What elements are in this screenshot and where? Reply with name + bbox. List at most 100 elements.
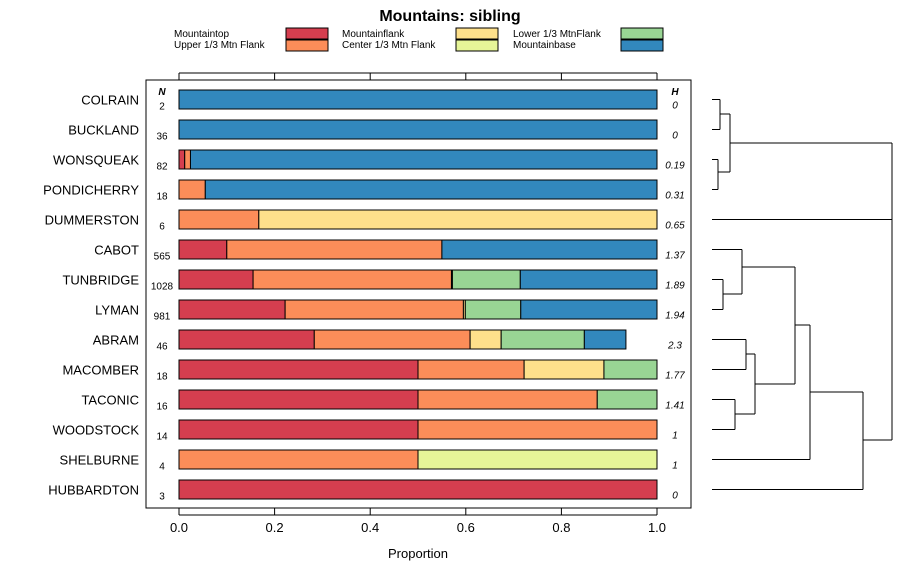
legend-swatch-upper-1-3-mtn-flank xyxy=(285,39,329,52)
n-value-abram: 46 xyxy=(156,342,168,353)
row-label-abram: ABRAM xyxy=(93,333,139,348)
h-column-header: H xyxy=(671,87,679,98)
h-value-abram: 2.3 xyxy=(667,341,682,352)
tick-label-0-2: 0.2 xyxy=(266,520,284,535)
bar-segment-tunbridge-mountainbase xyxy=(519,269,658,290)
bar-segment-abram-mountaintop xyxy=(178,329,315,350)
bar-segment-dummerston-mountainflank xyxy=(258,209,658,230)
bar-row-shelburne xyxy=(178,449,658,470)
h-value-wonsqueak: 0.19 xyxy=(665,161,685,172)
row-label-colrain: COLRAIN xyxy=(81,93,139,108)
bar-segment-lyman-lower-1-3-mtnflank xyxy=(464,299,522,320)
bar-segment-tunbridge-upper-1-3-mtn-flank xyxy=(252,269,452,290)
bar-segment-lyman-mountaintop xyxy=(178,299,286,320)
plot-frame xyxy=(145,79,692,509)
row-label-pondicherry: PONDICHERRY xyxy=(43,183,139,198)
bar-segment-hubbardton-mountaintop xyxy=(178,479,658,500)
n-value-pondicherry: 18 xyxy=(156,192,168,203)
bar-segment-taconic-mountaintop xyxy=(178,389,419,410)
bar-segment-abram-lower-1-3-mtnflank xyxy=(500,329,585,350)
n-value-tunbridge: 1028 xyxy=(151,282,174,293)
row-label-macomber: MACOMBER xyxy=(62,363,139,378)
bar-segment-taconic-upper-1-3-mtn-flank xyxy=(417,389,598,410)
row-label-tunbridge: TUNBRIDGE xyxy=(62,273,139,288)
bar-segment-woodstock-mountaintop xyxy=(178,419,419,440)
bar-segment-cabot-mountaintop xyxy=(178,239,228,260)
row-label-taconic: TACONIC xyxy=(81,393,139,408)
bar-segment-tunbridge-mountaintop xyxy=(178,269,254,290)
row-label-woodstock: WOODSTOCK xyxy=(53,423,140,438)
legend-label-mountaintop: Mountaintop xyxy=(174,29,229,40)
h-value-dummerston: 0.65 xyxy=(665,221,685,232)
n-value-dummerston: 6 xyxy=(159,222,165,233)
bar-segment-lyman-mountainbase xyxy=(520,299,658,320)
bar-segment-pondicherry-upper-1-3-mtn-flank xyxy=(178,179,206,200)
bar-row-hubbardton xyxy=(178,479,658,500)
h-value-macomber: 1.77 xyxy=(665,371,685,382)
h-value-woodstock: 1 xyxy=(672,431,678,442)
h-value-tunbridge: 1.89 xyxy=(665,281,685,292)
n-column-header: N xyxy=(158,87,166,98)
x-axis: 0.0 0.2 0.4 0.6 0.8 1.0 xyxy=(170,72,666,535)
n-value-taconic: 16 xyxy=(156,402,168,413)
bar-row-pondicherry xyxy=(178,179,658,200)
tick-label-1-0: 1.0 xyxy=(648,520,666,535)
bar-row-abram xyxy=(178,329,627,350)
tick-label-0-6: 0.6 xyxy=(457,520,475,535)
bar-row-taconic xyxy=(178,389,658,410)
n-value-woodstock: 14 xyxy=(156,432,168,443)
dendrogram xyxy=(712,99,893,490)
n-value-hubbardton: 3 xyxy=(159,492,165,503)
x-axis-title: Proportion xyxy=(388,546,448,561)
legend-label-lower-1-3-mtnflank: Lower 1/3 MtnFlank xyxy=(513,29,602,40)
h-value-buckland: 0 xyxy=(672,131,678,142)
legend-label-center-1-3-mtn-flank: Center 1/3 Mtn Flank xyxy=(342,40,436,51)
bar-segment-colrain-mountainbase xyxy=(178,89,658,110)
legend-swatch-mountainflank xyxy=(455,27,499,40)
n-value-colrain: 2 xyxy=(159,102,165,113)
bar-segment-abram-mountainbase xyxy=(583,329,627,350)
row-label-wonsqueak: WONSQUEAK xyxy=(53,153,139,168)
legend-label-upper-1-3-mtn-flank: Upper 1/3 Mtn Flank xyxy=(174,40,266,51)
bars-group xyxy=(178,89,658,500)
legend-swatch-mountainbase xyxy=(620,39,664,52)
bar-segment-lyman-upper-1-3-mtn-flank xyxy=(284,299,464,320)
bar-segment-macomber-mountaintop xyxy=(178,359,419,380)
bar-segment-cabot-mountainbase xyxy=(441,239,658,260)
tick-label-0-0: 0.0 xyxy=(170,520,188,535)
n-value-lyman: 981 xyxy=(154,312,171,323)
bar-row-woodstock xyxy=(178,419,658,440)
n-value-shelburne: 4 xyxy=(159,462,165,473)
h-value-pondicherry: 0.31 xyxy=(665,191,684,202)
bar-row-buckland xyxy=(178,119,658,140)
n-value-cabot: 565 xyxy=(154,252,171,263)
legend-label-mountainbase: Mountainbase xyxy=(513,40,576,51)
bar-segment-macomber-lower-1-3-mtnflank xyxy=(603,359,658,380)
legend-label-mountainflank: Mountainflank xyxy=(342,29,405,40)
bar-segment-abram-mountainflank xyxy=(469,329,502,350)
h-value-colrain: 0 xyxy=(672,101,678,112)
legend-swatch-center-1-3-mtn-flank xyxy=(455,39,499,52)
row-label-hubbardton: HUBBARDTON xyxy=(48,483,139,498)
bar-segment-buckland-mountainbase xyxy=(178,119,658,140)
legend-swatch-lower-1-3-mtnflank xyxy=(620,27,664,40)
bar-segment-pondicherry-mountainbase xyxy=(204,179,658,200)
h-value-hubbardton: 0 xyxy=(672,491,678,502)
row-label-buckland: BUCKLAND xyxy=(68,123,139,138)
h-value-taconic: 1.41 xyxy=(665,401,684,412)
chart-title: Mountains: sibling xyxy=(379,8,520,25)
n-value-buckland: 36 xyxy=(156,132,168,143)
bar-row-cabot xyxy=(178,239,658,260)
bar-segment-wonsqueak-upper-1-3-mtn-flank xyxy=(184,149,191,170)
bar-segment-dummerston-upper-1-3-mtn-flank xyxy=(178,209,260,230)
bar-segment-abram-upper-1-3-mtn-flank xyxy=(313,329,471,350)
bar-segment-macomber-mountainflank xyxy=(523,359,605,380)
row-label-cabot: CABOT xyxy=(94,243,139,258)
bar-row-tunbridge xyxy=(178,269,658,290)
bar-segment-wonsqueak-mountainbase xyxy=(189,149,658,170)
bar-segment-shelburne-upper-1-3-mtn-flank xyxy=(178,449,419,470)
h-value-shelburne: 1 xyxy=(672,461,678,472)
bar-row-lyman xyxy=(178,299,658,320)
